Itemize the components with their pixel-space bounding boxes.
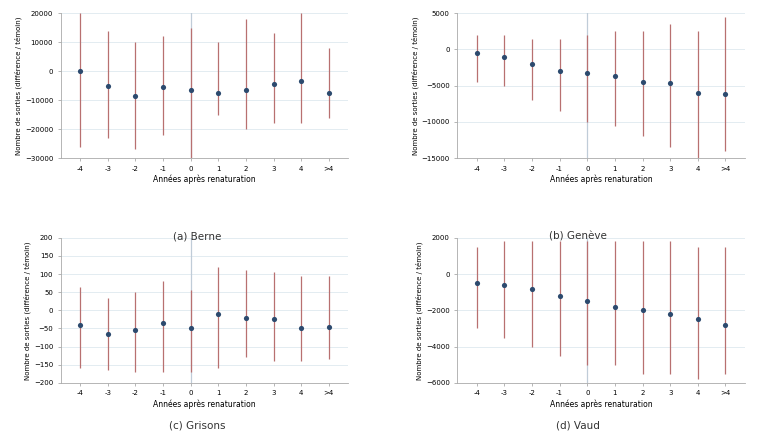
Point	[295, 325, 307, 332]
Point	[499, 282, 511, 289]
Point	[553, 68, 565, 75]
Point	[185, 87, 197, 94]
Point	[636, 307, 648, 314]
Point	[74, 68, 86, 75]
Point	[553, 292, 565, 299]
Point	[470, 280, 483, 287]
Y-axis label: Nombre de sorties (différence / témoin): Nombre de sorties (différence / témoin)	[24, 241, 31, 380]
Point	[268, 81, 280, 88]
Point	[609, 73, 621, 80]
Point	[323, 89, 335, 96]
Point	[692, 316, 704, 323]
Point	[636, 78, 648, 85]
Point	[212, 311, 224, 318]
Point	[470, 50, 483, 57]
Point	[323, 323, 335, 330]
Text: (b) Genève: (b) Genève	[549, 231, 606, 241]
Point	[212, 89, 224, 96]
Point	[295, 78, 307, 85]
Point	[240, 314, 252, 321]
Text: (c) Grisons: (c) Grisons	[169, 420, 226, 430]
Point	[74, 321, 86, 328]
Point	[664, 311, 676, 318]
X-axis label: Années après renaturation: Années après renaturation	[549, 175, 652, 184]
Point	[526, 60, 538, 67]
Point	[720, 91, 732, 98]
Point	[581, 69, 594, 76]
Point	[157, 84, 169, 91]
X-axis label: Années après renaturation: Années après renaturation	[154, 175, 256, 184]
Point	[609, 303, 621, 310]
X-axis label: Années après renaturation: Années après renaturation	[154, 399, 256, 409]
Point	[129, 92, 141, 99]
Point	[581, 298, 594, 305]
Point	[268, 316, 280, 323]
Point	[102, 330, 114, 337]
Text: (d) Vaud: (d) Vaud	[556, 420, 600, 430]
Y-axis label: Nombre de sorties (différence / témoin): Nombre de sorties (différence / témoin)	[416, 241, 423, 380]
Point	[664, 80, 676, 87]
Y-axis label: Nombre de sorties (différence / témoin): Nombre de sorties (différence / témoin)	[411, 16, 419, 155]
Point	[499, 53, 511, 60]
Point	[185, 325, 197, 332]
Point	[526, 285, 538, 292]
X-axis label: Années après renaturation: Années après renaturation	[549, 399, 652, 409]
Y-axis label: Nombre de sorties (différence / témoin): Nombre de sorties (différence / témoin)	[14, 16, 22, 155]
Point	[240, 87, 252, 94]
Point	[692, 89, 704, 96]
Point	[102, 82, 114, 89]
Point	[157, 319, 169, 326]
Text: (a) Berne: (a) Berne	[173, 231, 222, 241]
Point	[720, 321, 732, 328]
Point	[129, 327, 141, 334]
